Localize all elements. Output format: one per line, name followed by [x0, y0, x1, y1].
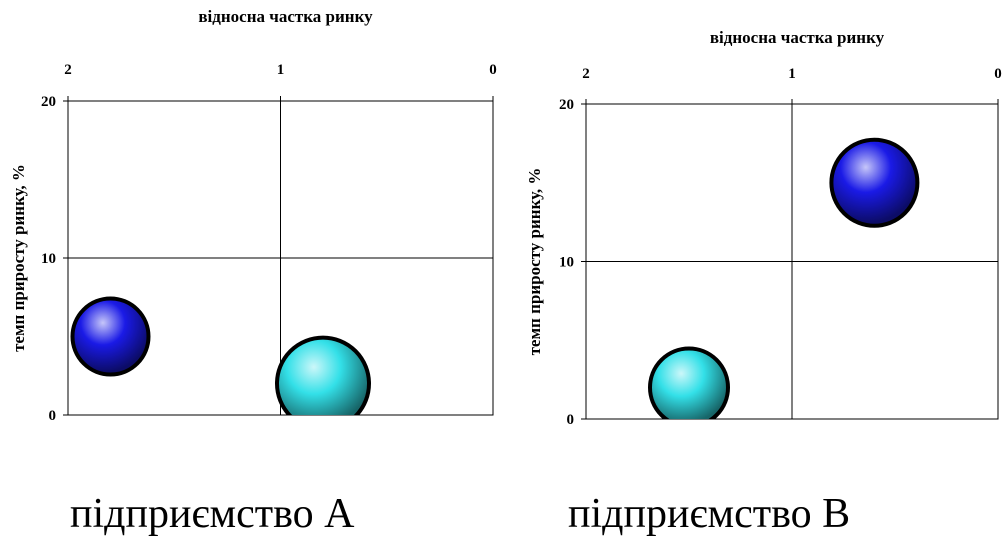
x-tick-label: 0 [994, 66, 1002, 82]
y-tick-label: 0 [49, 408, 57, 424]
chart-panel-a: відносна частка ринку 2 1 0 20 10 0 темп прирос… [0, 0, 500, 537]
x-tick-label: 1 [788, 66, 796, 82]
y-tick-label: 10 [559, 255, 574, 271]
x-tick-label: 1 [277, 62, 285, 78]
data-bubble [648, 346, 730, 419]
chart-panel-b: відносна частка ринку 2 1 0 20 10 0 темп прирос… [502, 0, 1004, 537]
y-tick-label: 10 [41, 251, 56, 267]
data-bubble [70, 296, 151, 377]
y-tick-label: 20 [41, 94, 56, 110]
chart-caption-a: підприємство А [70, 491, 355, 537]
chart-title: відносна частка ринку [710, 28, 885, 47]
y-axis-label: темп приросту ринку, % [9, 164, 28, 352]
x-tick-label: 2 [64, 62, 72, 78]
x-tick-label: 2 [582, 66, 590, 82]
y-axis-label: темп приросту ринку, % [525, 168, 544, 356]
x-tick-label: 0 [489, 62, 497, 78]
chart-caption-b: підприємство В [568, 491, 851, 537]
data-bubble [829, 137, 920, 228]
y-tick-label: 0 [567, 412, 575, 428]
data-bubble [275, 335, 371, 415]
y-tick-label: 20 [559, 97, 574, 113]
chart-title: відносна частка ринку [198, 7, 373, 26]
